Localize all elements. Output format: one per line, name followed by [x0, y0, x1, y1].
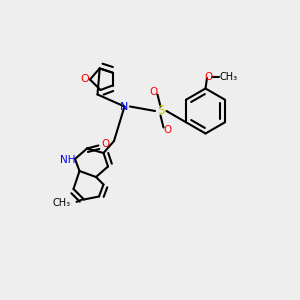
Text: NH: NH — [60, 154, 75, 165]
Text: CH₃: CH₃ — [220, 71, 238, 82]
Text: O: O — [204, 71, 213, 82]
Text: CH₃: CH₃ — [52, 198, 70, 208]
Text: O: O — [150, 87, 158, 97]
Text: O: O — [163, 125, 171, 135]
Text: O: O — [101, 139, 110, 149]
Text: O: O — [80, 74, 89, 85]
Text: S: S — [157, 104, 164, 118]
Text: N: N — [120, 101, 129, 112]
